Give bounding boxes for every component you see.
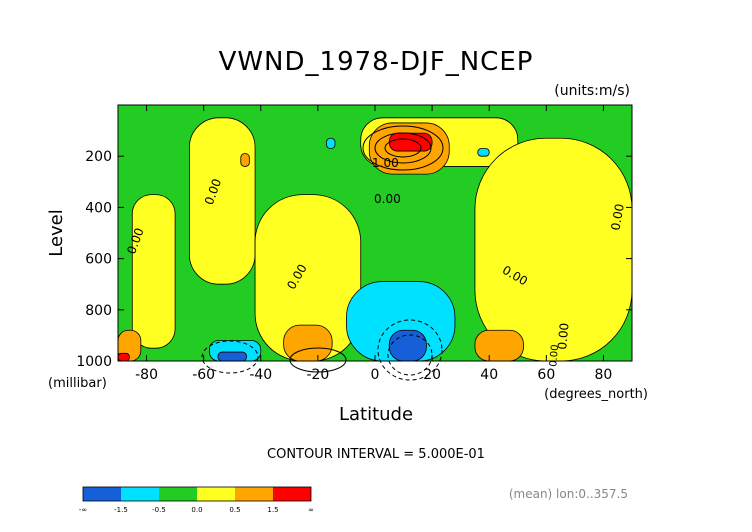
x-tick-label: -60 [192,367,215,383]
colorbar-swatch [83,487,121,501]
colorbar-swatch [273,487,311,501]
x-axis-label: Latitude [339,404,413,425]
x-tick-label: -80 [135,367,158,383]
contour-region [388,132,433,152]
y-tick-label: 1000 [76,354,112,370]
x-tick-label: 80 [595,367,613,383]
y-tick-label: 800 [85,303,112,319]
x-tick-label: 0 [371,367,380,383]
x-tick-label: 60 [537,367,555,383]
contour-region [117,352,130,362]
colorbar-tick-label: -1.5 [114,506,128,514]
x-tick-label: -20 [306,367,329,383]
contour-line [374,132,432,164]
contour-label: 0.00 [608,203,626,232]
contour-region [326,137,336,149]
y-axis-label: Level [46,209,67,257]
colorbar-tick-label: 0.5 [229,506,240,514]
contour-region [388,329,427,362]
footnote: (mean) lon:0..357.5 [509,487,628,501]
x-tick-label: -40 [249,367,272,383]
contour-label: 0.00 [374,192,401,206]
colorbar-tick-label: -∞ [79,506,87,514]
x-tick-label: 20 [423,367,441,383]
x-tick-label: 40 [480,367,498,383]
contour-region [283,324,333,362]
contour-line [201,340,259,374]
x-axis: -80 -60 -40 -20 0 20 40 60 80 [135,105,612,383]
contour-label: 0.00 [548,344,561,367]
contour-region [477,148,490,157]
contour-label: 0.00 [555,322,571,350]
colorbar-swatch [197,487,235,501]
colorbar-tick-label: 1.5 [267,506,278,514]
colorbar-frame [82,486,312,502]
y-tick-label: 600 [85,252,112,268]
colorbar-swatch [159,487,197,501]
contour-region [188,117,256,285]
chart-title: VWND_1978-DJF_NCEP [219,47,534,77]
contour-interval-text: CONTOUR INTERVAL = 5.000E-01 [267,447,485,462]
colorbar-tick-label: -0.5 [152,506,166,514]
y-axis: 200 400 600 800 1000 [76,149,632,370]
colorbar: -∞ -1.5 -0.5 0.0 0.5 1.5 ∞ [79,486,314,514]
colorbar-tick-label: ∞ [308,506,314,514]
contour-line [377,319,443,381]
contour-label: 1.00 [372,156,399,170]
plot-area: 1.00 0.00 0.00 0.00 0.00 0.00 0.00 0.00 … [117,104,633,381]
colorbar-swatch [121,487,159,501]
y-tick-label: 200 [85,149,112,165]
colorbar-tick-label: 0.0 [191,506,202,514]
y-tick-label: 400 [85,200,112,216]
contour-region [474,137,633,362]
contour-region [474,329,524,362]
y-units-label: (millibar) [48,376,107,391]
contour-line [362,125,444,171]
units-label: (units:m/s) [554,83,630,99]
contour-line [384,138,422,158]
contour-line [289,347,347,373]
contour-region [240,153,250,167]
contour-region [217,351,247,362]
x-units-label: (degrees_north) [544,387,648,402]
colorbar-swatch [235,487,273,501]
contour-region [131,194,176,349]
